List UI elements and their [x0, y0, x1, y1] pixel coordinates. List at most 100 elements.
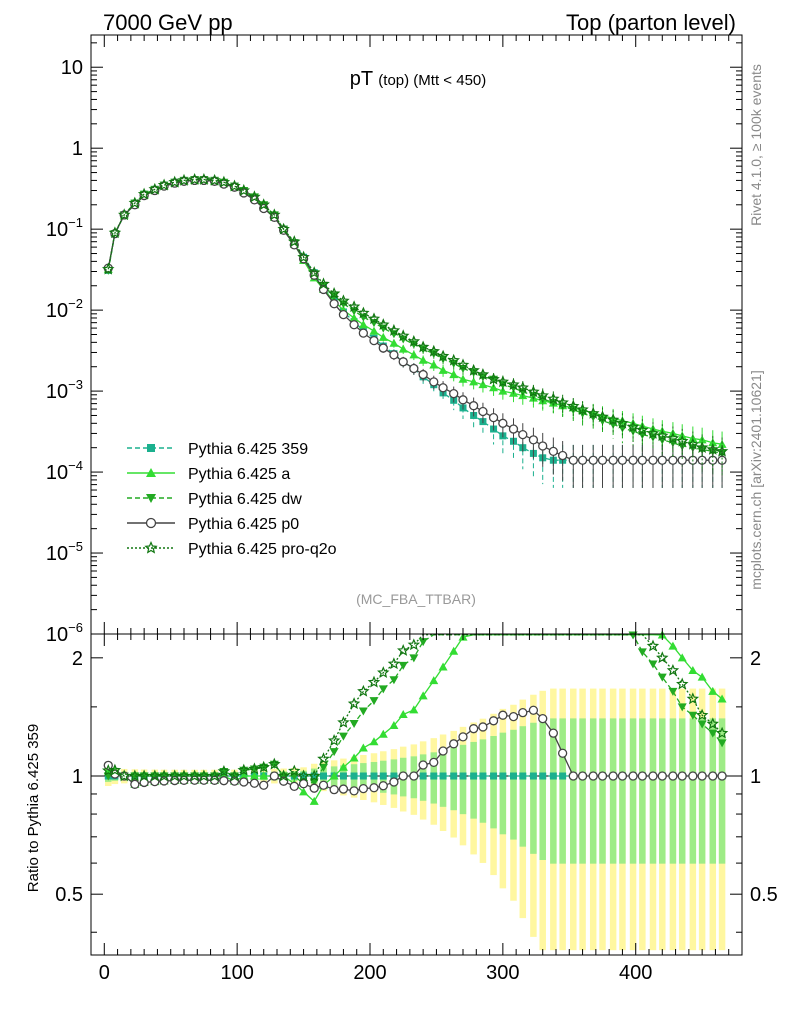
ratio-band-green: [619, 718, 626, 864]
legend-label: Pythia 6.425 pro-q2o: [188, 541, 337, 558]
y-tick-label: 10−6: [46, 620, 83, 646]
data-point: [358, 320, 368, 329]
data-point: [429, 676, 439, 685]
data-point: [648, 771, 658, 781]
data-point: [299, 787, 309, 796]
ratio-band-green: [599, 718, 606, 864]
ratio-panel-series: [102, 630, 729, 805]
ratio-band-green: [609, 718, 617, 864]
ratio-band-green: [490, 736, 497, 829]
chart-title-sub: (top) (Mtt < 450): [378, 72, 486, 89]
ratio-band-green: [698, 718, 706, 864]
data-point: [146, 468, 156, 477]
data-point: [509, 772, 517, 780]
data-point: [358, 707, 368, 716]
data-point: [398, 709, 408, 718]
data-point: [450, 772, 458, 780]
legend-label: Pythia 6.425 a: [188, 466, 290, 483]
data-point: [438, 662, 448, 671]
data-point: [389, 338, 399, 347]
data-point: [407, 638, 421, 651]
data-point: [628, 455, 638, 465]
data-point: [507, 378, 520, 390]
x-tick-label: 400: [619, 962, 652, 984]
data-point: [479, 772, 487, 780]
data-point: [277, 222, 290, 235]
data-point: [338, 732, 348, 741]
data-point: [557, 450, 568, 461]
data-point: [157, 178, 171, 191]
data-point: [237, 183, 250, 196]
data-point: [369, 697, 379, 706]
ratio-band-green: [530, 722, 537, 854]
data-point: [367, 312, 381, 325]
data-point: [398, 357, 408, 367]
series-line: [107, 178, 723, 455]
data-point: [259, 771, 269, 780]
ratio-band-green: [559, 718, 566, 864]
ratio-band-green: [709, 718, 717, 864]
data-point: [586, 406, 600, 419]
watermark: (MC_FBA_TTBAR): [356, 591, 476, 607]
data-point: [307, 266, 321, 278]
data-point: [656, 651, 669, 664]
ratio-band-green: [669, 718, 677, 864]
chart-title: pT (top) (Mtt < 450): [350, 68, 487, 90]
y-tick-label: 10−1: [46, 215, 83, 241]
data-point: [529, 772, 537, 780]
data-point: [438, 365, 448, 374]
data-point: [527, 385, 540, 398]
legend: Pythia 6.425 359 Pythia 6.425 a Pythia 6.4…: [127, 441, 337, 558]
data-point: [488, 716, 499, 726]
ratio-band-green: [510, 729, 517, 840]
data-point: [369, 335, 379, 346]
data-point: [329, 299, 339, 309]
data-point: [338, 784, 349, 794]
data-point: [637, 771, 648, 781]
data-point: [130, 779, 140, 789]
data-point: [148, 182, 161, 195]
legend-entry: Pythia 6.425 pro-q2o: [127, 540, 337, 558]
data-point: [637, 455, 648, 465]
data-point: [349, 320, 359, 330]
data-point: [349, 719, 359, 728]
data-point: [118, 208, 131, 221]
data-point: [137, 769, 151, 782]
data-point: [350, 772, 358, 780]
ratio-y-tick-label: 1: [72, 766, 83, 788]
data-point: [390, 772, 398, 780]
data-point: [597, 771, 608, 781]
data-point: [309, 778, 319, 787]
data-point: [668, 641, 678, 650]
ratio-band-green: [678, 718, 686, 864]
ratio-y-tick-label-right: 1: [750, 766, 761, 788]
data-point: [329, 785, 339, 795]
data-point: [439, 772, 447, 780]
data-point: [449, 370, 459, 379]
data-point: [378, 685, 388, 694]
data-point: [389, 720, 399, 729]
data-point: [320, 772, 327, 780]
legend-entry: Pythia 6.425 359: [127, 441, 308, 458]
data-point: [387, 323, 401, 336]
data-point: [288, 764, 301, 777]
data-point: [538, 713, 548, 724]
data-point: [708, 686, 718, 695]
ratio-band-green: [539, 719, 546, 860]
data-point: [508, 424, 519, 434]
data-point: [219, 776, 229, 786]
data-point: [458, 374, 468, 383]
data-point: [389, 350, 399, 360]
data-point: [516, 381, 529, 394]
ratio-series-pythia-6-425-p0: [103, 705, 727, 796]
header-left: 7000 GeV pp: [103, 10, 233, 35]
data-point: [310, 772, 318, 780]
data-point: [668, 771, 678, 781]
data-point: [398, 771, 408, 781]
data-point: [269, 771, 279, 781]
data-point: [657, 455, 667, 465]
ratio-band-green: [659, 718, 666, 864]
data-point: [559, 772, 567, 780]
data-point: [358, 743, 368, 752]
data-point: [657, 771, 667, 781]
